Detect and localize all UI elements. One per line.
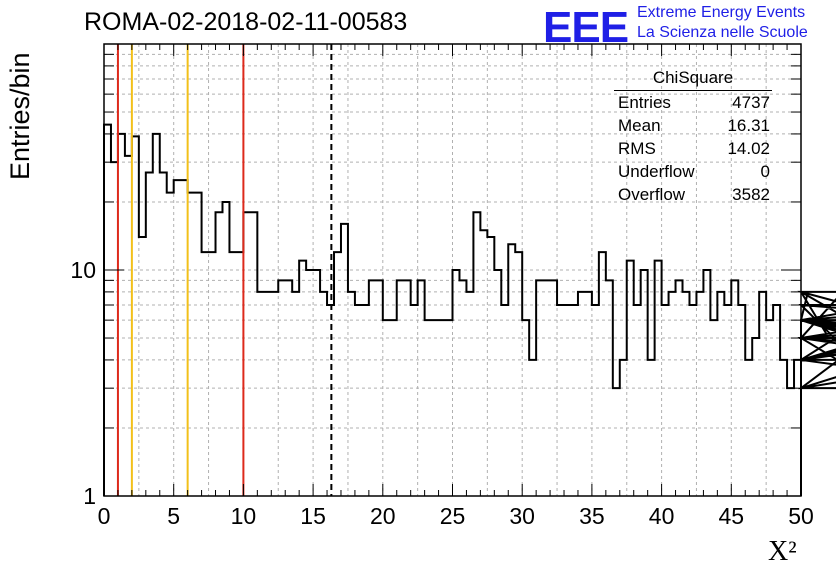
logo-text: Extreme Energy Events La Scienza nelle S…	[637, 3, 808, 43]
stats-row-underflow: Underflow 0	[608, 162, 778, 185]
logo-line-1: Extreme Energy Events	[637, 4, 806, 21]
x-axis-label: X²	[768, 536, 797, 567]
stats-label: Mean	[618, 116, 661, 135]
x-tick-label: 15	[300, 503, 326, 529]
histogram-series	[103, 123, 836, 496]
stats-row-rms: RMS 14.02	[608, 139, 778, 162]
stats-row-overflow: Overflow 3582	[608, 185, 778, 208]
stats-row-entries: Entries 4737	[608, 93, 778, 116]
x-tick-label: 30	[509, 503, 535, 529]
x-tick-label: 20	[370, 503, 396, 529]
y-tick-label: 1	[83, 483, 96, 509]
y-tick-label: 10	[70, 257, 96, 283]
stats-label: RMS	[618, 139, 656, 158]
stats-title: ChiSquare	[614, 68, 772, 91]
y-axis-label: Entries/bin	[5, 52, 35, 180]
stats-label: Overflow	[618, 185, 686, 204]
logo-line-2: La Scienza nelle Scuole	[637, 24, 808, 41]
stats-value: 3582	[732, 185, 770, 204]
x-tick-label: 5	[167, 503, 180, 529]
stats-value: 16.31	[727, 116, 770, 135]
stats-value: 14.02	[727, 139, 770, 158]
x-tick-label: 25	[440, 503, 466, 529]
eee-logo: EEE	[543, 3, 629, 52]
stats-row-mean: Mean 16.31	[608, 116, 778, 139]
x-tick-label: 10	[231, 503, 257, 529]
stats-label: Entries	[618, 93, 671, 112]
stats-label: Underflow	[618, 162, 695, 181]
stats-value: 0	[760, 162, 770, 181]
x-tick-label: 0	[98, 503, 111, 529]
chart-title: ROMA-02-2018-02-11-00583	[84, 8, 408, 36]
stats-value: 4737	[732, 93, 770, 112]
x-tick-label: 35	[579, 503, 605, 529]
x-tick-label: 45	[719, 503, 745, 529]
x-tick-label: 50	[788, 503, 814, 529]
x-tick-label: 40	[649, 503, 675, 529]
stats-box: ChiSquare Entries 4737 Mean 16.31 RMS 14…	[608, 68, 778, 208]
